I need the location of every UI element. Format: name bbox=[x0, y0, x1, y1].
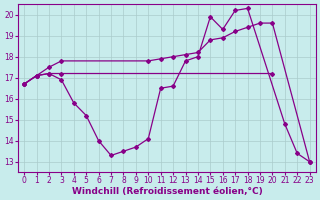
X-axis label: Windchill (Refroidissement éolien,°C): Windchill (Refroidissement éolien,°C) bbox=[72, 187, 262, 196]
